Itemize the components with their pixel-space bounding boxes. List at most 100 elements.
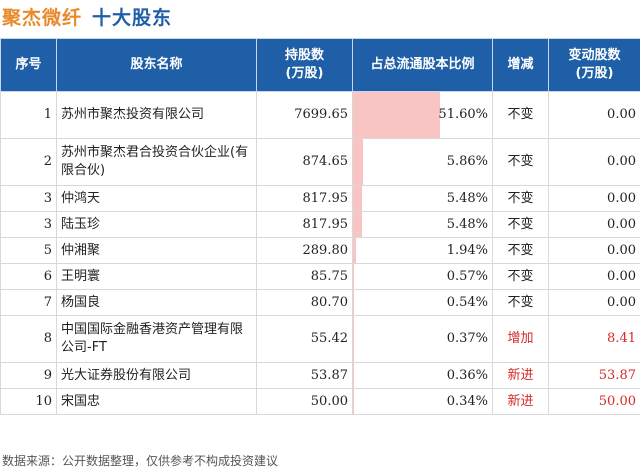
ratio-value: 0.36%	[446, 367, 488, 383]
rank-cell: 6	[0, 263, 57, 290]
holding-cell: 55.42	[256, 315, 353, 363]
holding-cell: 874.65	[256, 138, 353, 186]
top-ten-holders-table: 序号 股东名称 持股数 (万股) 占总流通股本比例 增减 变动股数 (万股) 1 苏州…	[0, 38, 640, 415]
holder-name-cell: 宋国忠	[56, 388, 257, 415]
delta-cell: 8.41	[548, 315, 640, 363]
page-title: 十大股东	[92, 7, 173, 29]
delta-cell: 53.87	[548, 362, 640, 389]
ratio-cell: 0.36%	[352, 362, 493, 389]
table-row: 3 仲鸿天 817.95 5.48% 不变 0.00	[0, 185, 640, 212]
ratio-value: 5.48%	[446, 190, 488, 206]
ratio-cell: 5.48%	[352, 211, 493, 238]
change-cell: 新进	[492, 388, 549, 415]
change-cell: 不变	[492, 91, 549, 139]
ratio-cell: 0.37%	[352, 315, 493, 363]
table-row: 5 仲湘聚 289.80 1.94% 不变 0.00	[0, 237, 640, 264]
holder-name-cell: 陆玉珍	[56, 211, 257, 238]
header-change: 增减	[492, 38, 549, 92]
ratio-bar	[353, 316, 354, 362]
change-cell: 不变	[492, 289, 549, 316]
holding-cell: 817.95	[256, 211, 353, 238]
header-delta: 变动股数 (万股)	[548, 38, 640, 92]
header-rank: 序号	[0, 38, 57, 92]
holding-cell: 50.00	[256, 388, 353, 415]
rank-cell: 7	[0, 289, 57, 316]
ratio-value: 5.48%	[446, 216, 488, 232]
delta-cell: 0.00	[548, 211, 640, 238]
header-name: 股东名称	[56, 38, 257, 92]
change-cell: 增加	[492, 315, 549, 363]
holding-cell: 7699.65	[256, 91, 353, 139]
change-cell: 不变	[492, 263, 549, 290]
ratio-cell: 51.60%	[352, 91, 493, 139]
ratio-cell: 1.94%	[352, 237, 493, 264]
table-row: 8 中国国际金融香港资产管理有限公司-FT 55.42 0.37% 增加 8.41	[0, 315, 640, 363]
ratio-bar	[353, 92, 440, 138]
holder-name-cell: 王明寰	[56, 263, 257, 290]
ratio-value: 0.54%	[446, 294, 488, 310]
ratio-cell: 5.86%	[352, 138, 493, 186]
ratio-bar	[353, 212, 363, 237]
delta-cell: 0.00	[548, 91, 640, 139]
rank-cell: 5	[0, 237, 57, 264]
change-cell: 不变	[492, 138, 549, 186]
rank-cell: 2	[0, 138, 57, 186]
rank-cell: 3	[0, 185, 57, 212]
ratio-value: 0.37%	[446, 331, 488, 346]
rank-cell: 1	[0, 91, 57, 139]
table-header-row: 序号 股东名称 持股数 (万股) 占总流通股本比例 增减 变动股数 (万股)	[0, 38, 640, 92]
delta-cell: 50.00	[548, 388, 640, 415]
ratio-cell: 0.34%	[352, 388, 493, 415]
company-title: 聚杰微纤	[2, 7, 83, 29]
holding-cell: 53.87	[256, 362, 353, 389]
rank-cell: 8	[0, 315, 57, 363]
table-row: 10 宋国忠 50.00 0.34% 新进 50.00	[0, 388, 640, 415]
data-source-note: 数据来源：公开数据整理，仅供参考不构成投资建议	[2, 454, 279, 468]
holding-cell: 80.70	[256, 289, 353, 316]
rank-cell: 9	[0, 362, 57, 389]
rank-cell: 10	[0, 388, 57, 415]
ratio-value: 0.57%	[446, 268, 488, 284]
header-holding: 持股数 (万股)	[256, 38, 353, 92]
holder-name-cell: 仲湘聚	[56, 237, 257, 264]
delta-cell: 0.00	[548, 263, 640, 290]
ratio-bar	[353, 264, 354, 289]
header-ratio: 占总流通股本比例	[352, 38, 493, 92]
holder-name-cell: 杨国良	[56, 289, 257, 316]
holder-name-cell: 苏州市聚杰君合投资合伙企业(有限合伙)	[56, 138, 257, 186]
ratio-cell: 0.54%	[352, 289, 493, 316]
table-row: 3 陆玉珍 817.95 5.48% 不变 0.00	[0, 211, 640, 238]
ratio-value: 51.60%	[438, 107, 488, 122]
change-cell: 新进	[492, 362, 549, 389]
table-row: 2 苏州市聚杰君合投资合伙企业(有限合伙) 874.65 5.86% 不变 0.00	[0, 138, 640, 186]
ratio-cell: 5.48%	[352, 185, 493, 212]
change-cell: 不变	[492, 185, 549, 212]
holder-name-cell: 中国国际金融香港资产管理有限公司-FT	[56, 315, 257, 363]
table-row: 1 苏州市聚杰投资有限公司 7699.65 51.60% 不变 0.00	[0, 91, 640, 139]
table-row: 7 杨国良 80.70 0.54% 不变 0.00	[0, 289, 640, 316]
holding-cell: 85.75	[256, 263, 353, 290]
title-bar: 聚杰微纤 十大股东	[0, 0, 640, 36]
holding-cell: 289.80	[256, 237, 353, 264]
holder-name-cell: 苏州市聚杰投资有限公司	[56, 91, 257, 139]
holder-name-cell: 仲鸿天	[56, 185, 257, 212]
ratio-bar	[353, 186, 363, 211]
table-row: 6 王明寰 85.75 0.57% 不变 0.00	[0, 263, 640, 290]
change-cell: 不变	[492, 237, 549, 264]
ratio-cell: 0.57%	[352, 263, 493, 290]
ratio-bar	[353, 363, 354, 388]
ratio-bar	[353, 238, 357, 263]
delta-cell: 0.00	[548, 237, 640, 264]
ratio-value: 1.94%	[446, 242, 488, 258]
change-cell: 不变	[492, 211, 549, 238]
table-row: 9 光大证券股份有限公司 53.87 0.36% 新进 53.87	[0, 362, 640, 389]
ratio-bar	[353, 290, 354, 315]
delta-cell: 0.00	[548, 289, 640, 316]
holder-name-cell: 光大证券股份有限公司	[56, 362, 257, 389]
ratio-bar	[353, 389, 354, 414]
delta-cell: 0.00	[548, 138, 640, 186]
holding-cell: 817.95	[256, 185, 353, 212]
rank-cell: 3	[0, 211, 57, 238]
ratio-value: 0.34%	[446, 393, 488, 409]
delta-cell: 0.00	[548, 185, 640, 212]
